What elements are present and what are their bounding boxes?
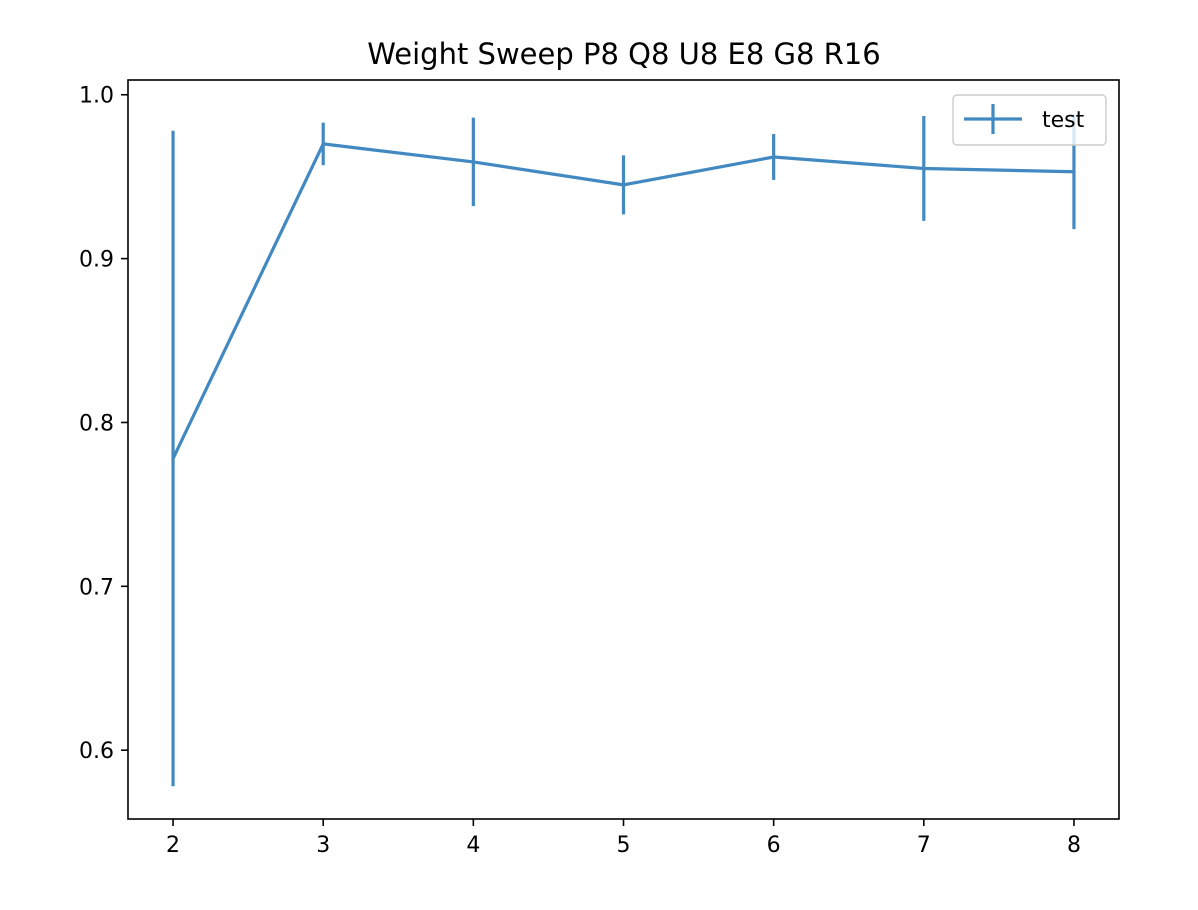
x-axis: 2 3 4 5 6 7 8 <box>166 819 1081 858</box>
x-tick-label: 4 <box>466 833 480 858</box>
chart-title: Weight Sweep P8 Q8 U8 E8 G8 R16 <box>367 37 880 71</box>
x-tick-label: 6 <box>767 833 781 858</box>
legend: test <box>953 95 1106 145</box>
y-tick-label: 0.7 <box>79 575 114 600</box>
x-tick-label: 2 <box>166 833 180 858</box>
y-tick-label: 1.0 <box>79 84 114 109</box>
x-tick-label: 8 <box>1067 833 1081 858</box>
x-tick-label: 7 <box>917 833 931 858</box>
y-tick-label: 0.6 <box>79 739 114 764</box>
series-layer <box>173 114 1074 786</box>
x-tick-label: 3 <box>316 833 330 858</box>
legend-label: test <box>1042 108 1085 133</box>
x-tick-label: 5 <box>617 833 631 858</box>
y-tick-label: 0.9 <box>79 248 114 273</box>
y-tick-label: 0.8 <box>79 411 114 436</box>
y-axis: 0.6 0.7 0.8 0.9 1.0 <box>79 84 128 764</box>
